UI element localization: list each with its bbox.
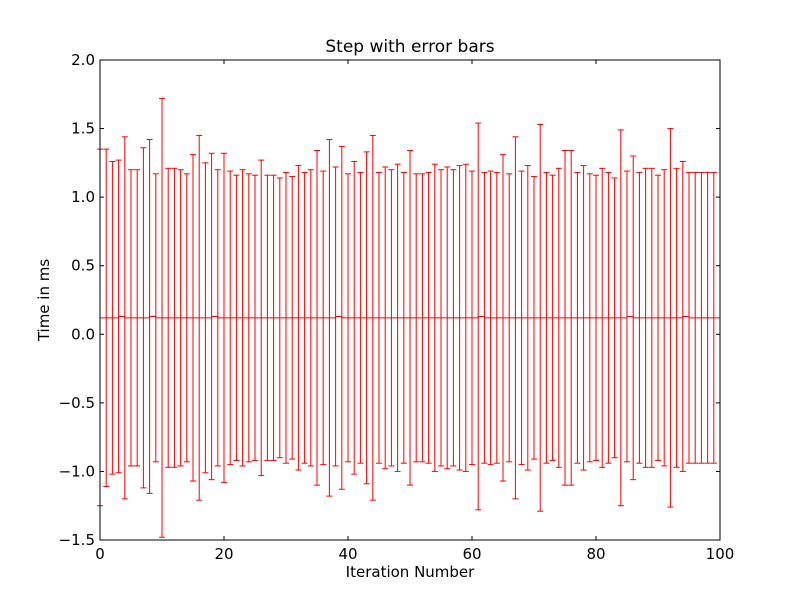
y-tick-label: 0.5 — [71, 257, 95, 275]
y-tick-label: −0.5 — [59, 394, 95, 412]
x-tick-labels: 0 20 40 60 80 100 — [95, 545, 734, 563]
axes-frame — [99, 59, 721, 541]
y-tick-label: 0.0 — [71, 325, 95, 343]
x-tick-label: 40 — [338, 545, 357, 563]
chart-title: Step with error bars — [325, 37, 494, 57]
y-tick-label: −1.0 — [59, 462, 95, 480]
y-axis-label: Time in ms — [35, 259, 53, 343]
y-tick-label: 1.0 — [71, 188, 95, 206]
x-tick-label: 20 — [214, 545, 233, 563]
plot-area — [97, 97, 720, 538]
x-tick-label: 0 — [95, 545, 105, 563]
x-tick-label: 100 — [706, 545, 735, 563]
y-tick-label: 1.5 — [71, 120, 95, 138]
x-tick-label: 60 — [462, 545, 481, 563]
x-axis-label: Iteration Number — [346, 563, 475, 581]
x-tick-label: 80 — [586, 545, 605, 563]
y-tick-labels: −1.5 −1.0 −0.5 0.0 0.5 1.0 1.5 2.0 — [59, 51, 95, 549]
y-tick-label: −1.5 — [59, 531, 95, 549]
y-tick-label: 2.0 — [71, 51, 95, 69]
